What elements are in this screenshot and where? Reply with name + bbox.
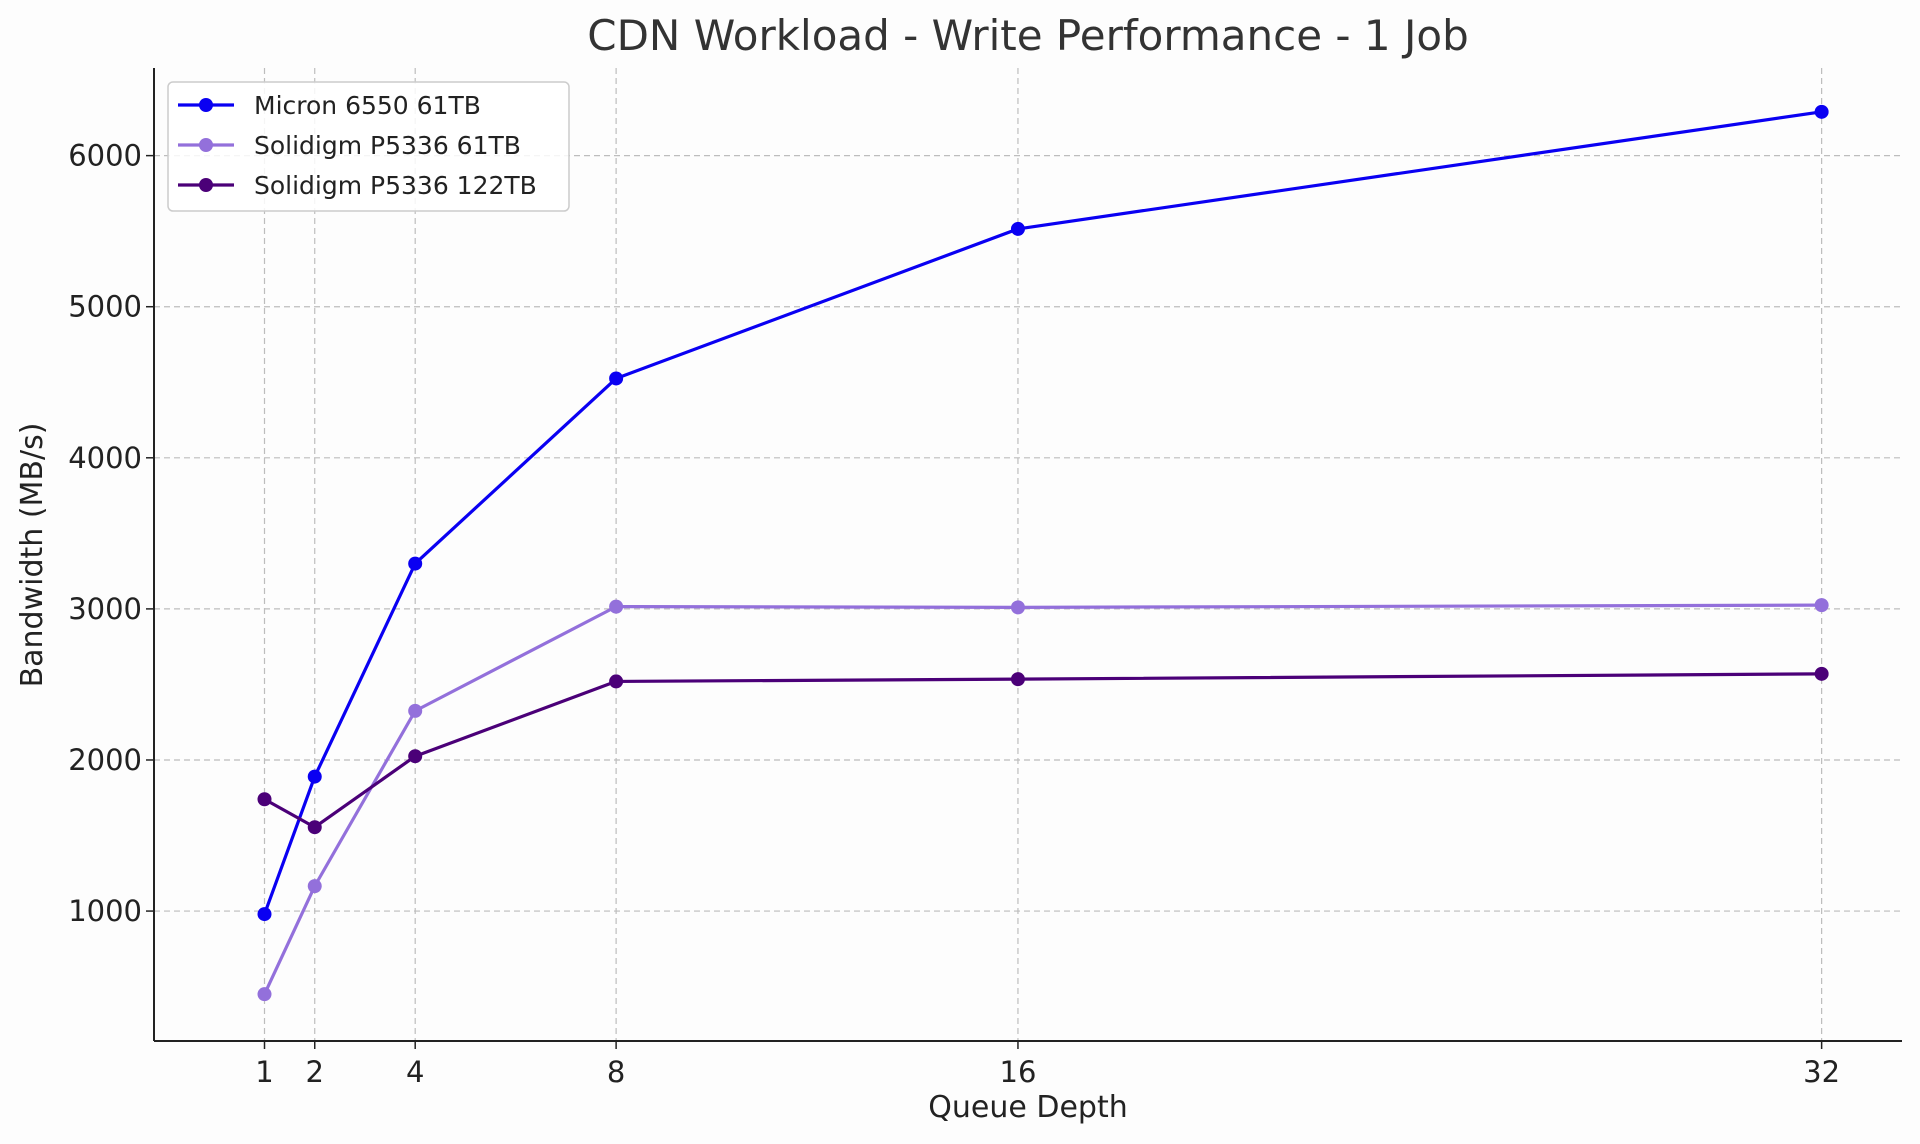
legend-label: Solidigm P5336 61TB [254,131,521,160]
y-tick-label: 3000 [68,592,142,626]
data-point [307,820,322,835]
data-point [1814,598,1829,613]
data-point [307,879,322,894]
legend-item: Solidigm P5336 122TB [178,171,537,200]
series-3 [257,666,1829,835]
series-line [263,672,1822,829]
legend-item: Micron 6550 61TB [178,91,481,120]
y-tick-label: 5000 [68,290,142,324]
x-tick-label: 8 [607,1055,625,1089]
data-point [257,792,272,807]
data-point [307,769,322,784]
y-tick-label: 6000 [68,139,142,173]
x-tick-label: 16 [1000,1055,1037,1089]
data-point [408,556,423,571]
legend-marker [199,178,213,192]
legend-box [167,81,570,212]
legend-item: Solidigm P5336 61TB [178,131,521,160]
data-point [1010,600,1025,615]
data-point [408,749,423,764]
x-tick-label: 1 [255,1055,273,1089]
series-2 [257,598,1829,1002]
legend-label: Solidigm P5336 122TB [254,171,537,200]
data-point [609,599,624,614]
legend: Micron 6550 61TB Solidigm P5336 61TB Solid… [167,81,570,212]
series-line [263,603,1822,995]
series-lines [257,104,1829,1002]
legend-marker [199,138,213,152]
y-axis-label: Bandwidth (MB/s) [15,423,50,688]
data-point [1010,672,1025,687]
x-tick-label: 4 [406,1055,424,1089]
data-point [1814,104,1829,119]
data-point [1814,666,1829,681]
data-point [1010,221,1025,236]
data-point [408,703,423,718]
y-tick-label: 1000 [68,894,142,928]
y-tick-label: 2000 [68,743,142,777]
y-tick-label: 4000 [68,441,142,475]
x-tick-label: 32 [1803,1055,1840,1089]
data-point [609,674,624,689]
series-line [263,110,1822,915]
axes [153,68,1902,1042]
legend-marker [199,98,213,112]
legend-label: Micron 6550 61TB [254,91,481,120]
y-tick-labels: 1000 2000 3000 4000 5000 6000 [68,139,154,928]
x-tick-label: 2 [306,1055,324,1089]
data-point [257,907,272,922]
data-point [609,371,624,386]
series-1 [257,104,1829,922]
x-tick-labels: 1 2 4 8 16 32 [255,1041,1840,1089]
x-axis-label: Queue Depth [928,1090,1127,1125]
data-point [257,987,272,1002]
chart-title: CDN Workload - Write Performance - 1 Job [587,11,1468,60]
